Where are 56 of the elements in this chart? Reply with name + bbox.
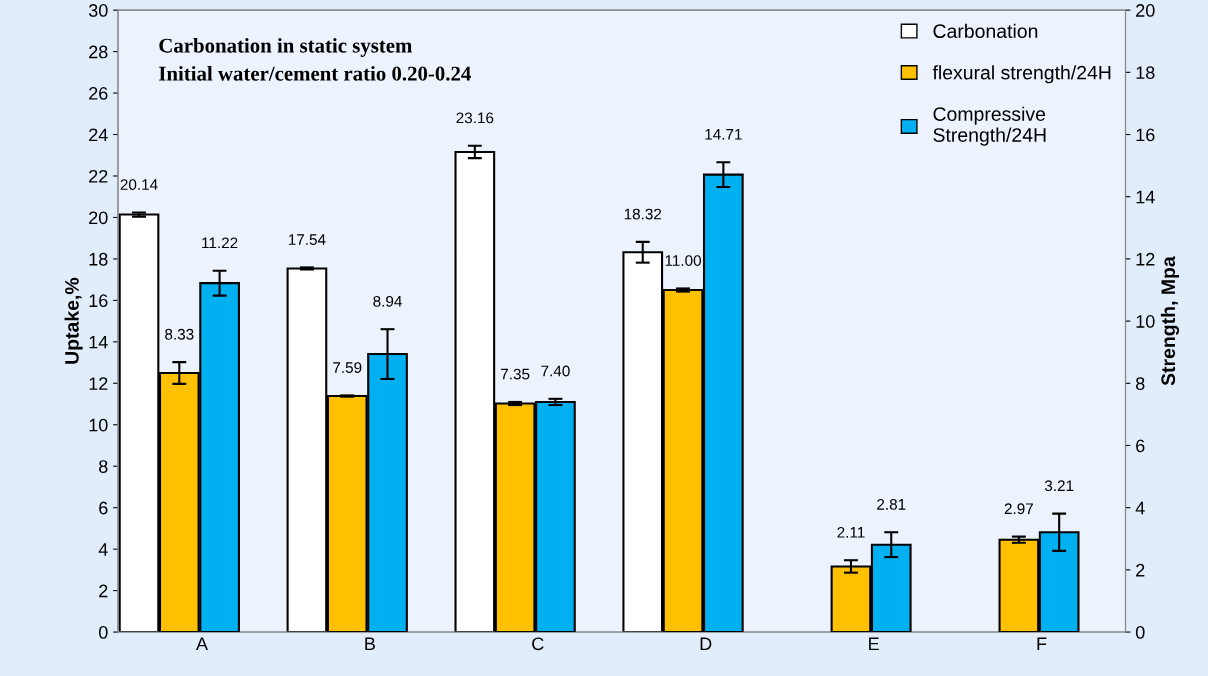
y-tick-label: 18 bbox=[89, 252, 108, 266]
y2-tick-label: 8 bbox=[1136, 377, 1145, 391]
data-label: 18.32 bbox=[624, 208, 662, 220]
y2-tick-label: 18 bbox=[1136, 66, 1155, 80]
data-label: 17.54 bbox=[288, 234, 326, 245]
data-label: 11.22 bbox=[202, 237, 238, 249]
y2-tick-label: 10 bbox=[1136, 315, 1155, 328]
y-tick-label: 28 bbox=[89, 45, 108, 59]
y2-tick-label: 2 bbox=[1136, 563, 1145, 577]
y-tick-label: 20 bbox=[89, 211, 108, 225]
x-tick-label: A bbox=[195, 637, 208, 651]
text: Initial water/cement ratio 0.20-0.24 bbox=[159, 65, 471, 81]
y-tick-label: 2 bbox=[99, 584, 108, 598]
data-label: 7.35 bbox=[501, 368, 530, 380]
data-label: 2.11 bbox=[837, 526, 865, 538]
x-tick-label: E bbox=[869, 637, 879, 651]
y-tick-label: 12 bbox=[89, 377, 108, 390]
data-label: 20.14 bbox=[120, 179, 158, 191]
data-label: 11.00 bbox=[665, 255, 701, 266]
y-tick-label: 0 bbox=[98, 625, 108, 639]
y-tick-label: 8 bbox=[99, 460, 108, 473]
y-tick-label: 26 bbox=[89, 87, 108, 100]
y2-tick-label: 16 bbox=[1136, 128, 1155, 142]
legend-label: flexural strength/24H bbox=[932, 65, 1111, 84]
y-tick-label: 16 bbox=[89, 294, 108, 308]
data-label: 2.97 bbox=[1004, 503, 1033, 515]
y2-tick-label: 12 bbox=[1136, 252, 1155, 266]
y-tick-label: 10 bbox=[89, 418, 108, 432]
x-tick-label: D bbox=[700, 637, 712, 651]
y2-tick-label: 14 bbox=[1136, 190, 1155, 204]
y2-tick-label: 20 bbox=[1136, 4, 1155, 17]
y2-axis-title: Strength, Mpa bbox=[1160, 256, 1180, 386]
x-tick-label: F bbox=[1037, 637, 1047, 651]
data-label: 7.59 bbox=[333, 362, 362, 373]
y2-tick-label: 4 bbox=[1135, 501, 1145, 515]
y2-tick-label: 6 bbox=[1136, 439, 1145, 453]
y2-tick-label: 0 bbox=[1135, 625, 1145, 639]
legend-label: Compressive Strength/24H bbox=[933, 106, 1046, 146]
data-label: 8.33 bbox=[165, 328, 194, 340]
data-label: 14.71 bbox=[705, 129, 742, 140]
y-axis-title: Uptake,% bbox=[64, 277, 83, 364]
y-tick-label: 30 bbox=[88, 4, 108, 17]
y-tick-label: 4 bbox=[98, 543, 108, 556]
y-tick-label: 6 bbox=[99, 501, 108, 515]
x-tick-label: C bbox=[532, 637, 544, 651]
data-label: 7.40 bbox=[541, 365, 570, 377]
x-tick-label: B bbox=[365, 637, 375, 651]
data-label: 3.21 bbox=[1044, 480, 1074, 492]
data-label: 23.16 bbox=[456, 112, 494, 124]
data-label: 8.94 bbox=[373, 295, 402, 307]
y-tick-label: 14 bbox=[89, 335, 108, 349]
y-tick-label: 22 bbox=[89, 169, 108, 183]
legend-label: Carbonation bbox=[933, 23, 1038, 39]
data-label: 2.81 bbox=[877, 498, 906, 510]
y-tick-label: 24 bbox=[89, 128, 108, 142]
text: Carbonation in static system bbox=[159, 37, 413, 57]
